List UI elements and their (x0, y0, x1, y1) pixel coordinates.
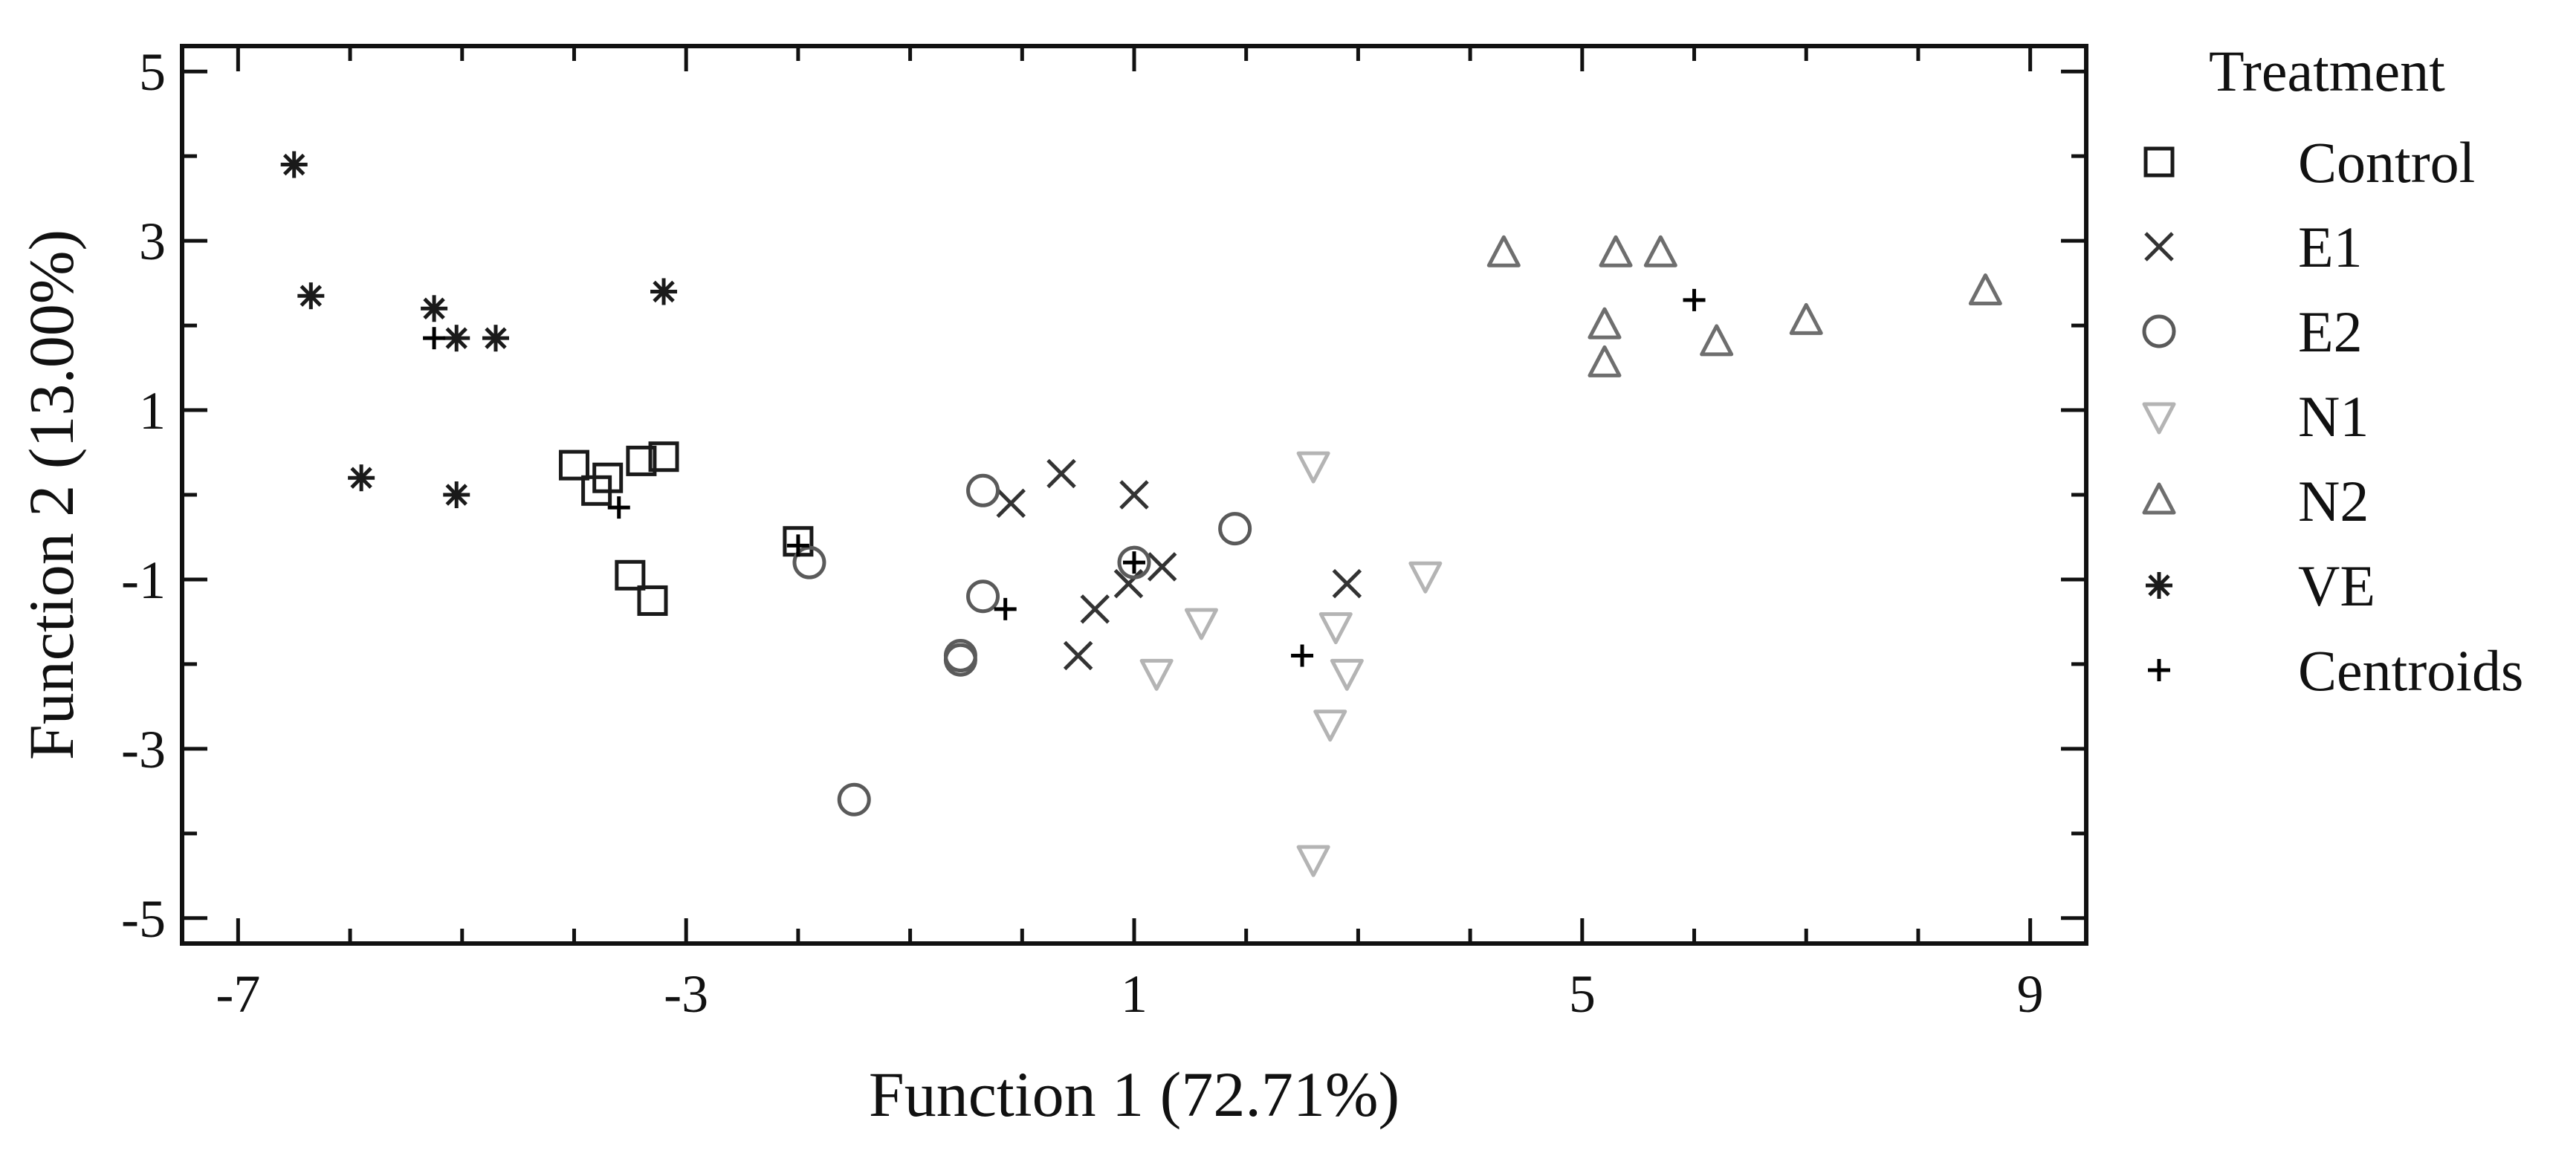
legend-marker-control (2143, 146, 2175, 178)
legend-label-e1: E1 (2298, 215, 2363, 279)
legend: Treatment Control E1 E2 N1 N2 VE Centroids (2142, 39, 2523, 703)
point-e2 (837, 782, 871, 816)
point-e1 (1147, 552, 1177, 582)
point-e2 (1218, 512, 1252, 546)
point-e2 (792, 545, 826, 579)
data-points (280, 151, 2002, 877)
y-tick-label: -3 (121, 720, 166, 779)
y-tick-label: 1 (139, 381, 166, 441)
point-n1 (1408, 561, 1443, 594)
point-ve (443, 325, 470, 352)
point-n2 (1789, 302, 1823, 335)
point-e1 (1113, 568, 1144, 599)
legend-marker-n1 (2142, 402, 2176, 435)
point-n2 (1588, 345, 1622, 377)
y-tick-label: -5 (121, 889, 166, 949)
legend-label-e2: E2 (2298, 299, 2363, 364)
x-tick-label: 1 (1121, 964, 1148, 1024)
x-tick-label: -7 (216, 964, 260, 1024)
point-e2 (1117, 545, 1151, 579)
y-tick-label: 5 (139, 42, 166, 102)
point-e1 (1119, 480, 1149, 510)
y-tick-label: 3 (139, 212, 166, 271)
point-e1 (1046, 458, 1076, 489)
point-e1 (1080, 594, 1110, 624)
legend-marker-e2 (2142, 314, 2176, 348)
point-n1 (1296, 451, 1330, 484)
point-centroids (1683, 288, 1706, 311)
point-e2 (966, 579, 1000, 614)
x-tick-label: 9 (2017, 964, 2044, 1024)
x-tick-label: 5 (1569, 964, 1596, 1024)
point-n2 (1643, 235, 1677, 267)
point-n1 (1330, 658, 1364, 691)
point-centroids (1123, 551, 1145, 574)
point-control (592, 462, 624, 493)
point-control (648, 441, 679, 473)
legend-label-ve: VE (2298, 553, 2375, 618)
point-ve (482, 325, 509, 352)
point-centroids (786, 534, 809, 557)
x-axis-title: Function 1 (72.71%) (869, 1059, 1399, 1130)
point-centroids (994, 597, 1017, 620)
legend-marker-e1 (2144, 232, 2174, 262)
point-control (626, 445, 657, 476)
point-control (637, 585, 668, 616)
legend-marker-n2 (2142, 482, 2176, 515)
point-control (615, 559, 646, 591)
point-e1 (996, 488, 1026, 519)
point-n1 (1139, 658, 1174, 691)
x-tick-label: -3 (664, 964, 708, 1024)
point-ve (348, 464, 375, 492)
legend-items: Control E1 E2 N1 N2 VE Centroids (2142, 130, 2523, 703)
point-n2 (1599, 235, 1633, 267)
point-ve (650, 278, 678, 305)
legend-label-centroids: Centroids (2298, 638, 2523, 703)
point-n2 (1486, 235, 1521, 267)
legend-label-control: Control (2298, 130, 2475, 195)
point-e2 (966, 473, 1000, 507)
point-ve (421, 295, 448, 322)
plot-area: -7 -3 1 5 9 5 3 1 -1 -3 -5 (121, 42, 2088, 1024)
point-centroids (423, 327, 446, 350)
axis-ticks (182, 46, 2086, 944)
point-centroids (607, 496, 630, 519)
legend-marker-centroids (2148, 659, 2170, 681)
point-n1 (1313, 709, 1347, 742)
point-n2 (1588, 307, 1622, 340)
y-axis-title: Function 2 (13.00%) (16, 230, 87, 760)
y-tick-label: -1 (121, 551, 166, 610)
point-n1 (1318, 612, 1353, 645)
point-e2 (943, 643, 977, 677)
tick-labels: -7 -3 1 5 9 5 3 1 -1 -3 -5 (121, 42, 2044, 1024)
point-control (558, 449, 589, 481)
point-n1 (1296, 845, 1330, 877)
point-e1 (1063, 640, 1093, 671)
point-e1 (1332, 568, 1362, 599)
point-ve (443, 481, 470, 508)
legend-marker-ve (2146, 572, 2172, 599)
legend-label-n1: N1 (2298, 384, 2369, 449)
point-n2 (1700, 324, 1734, 357)
legend-title: Treatment (2209, 39, 2445, 103)
legend-label-n2: N2 (2298, 469, 2369, 533)
point-ve (297, 282, 325, 310)
point-ve (280, 151, 308, 178)
point-n2 (1968, 273, 2002, 305)
point-centroids (1291, 644, 1314, 667)
point-n1 (1184, 608, 1218, 640)
